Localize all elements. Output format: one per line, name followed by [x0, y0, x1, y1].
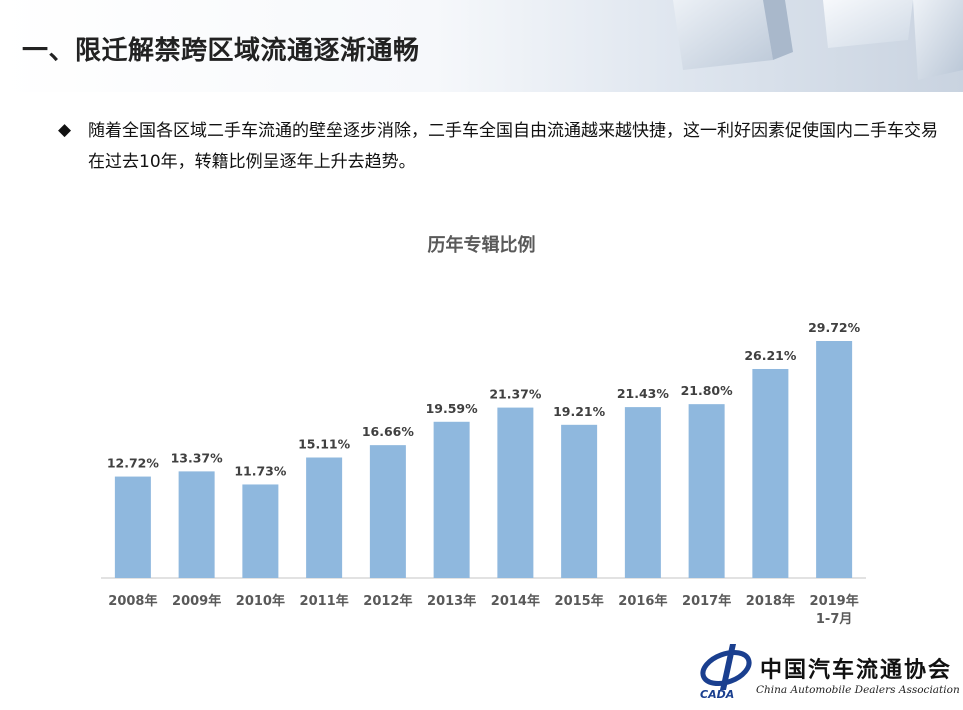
data-label-0: 12.72%: [107, 456, 160, 471]
x-tick-label-6: 2014年: [491, 593, 540, 609]
cada-logo: CADA 中国汽车流通协会 China Automobile Dealers A…: [696, 640, 960, 706]
bar-11: [816, 341, 853, 578]
x-tick-label-7: 2015年: [555, 593, 604, 609]
x-tick-label-11-1: 1-7月: [816, 612, 853, 627]
data-label-4: 16.66%: [362, 424, 415, 439]
bar-10: [752, 368, 789, 578]
bar-6: [497, 407, 534, 578]
logo-chinese-name: 中国汽车流通协会: [760, 657, 953, 683]
bullet-text: 随着全国各区域二手车流通的壁垒逐步消除，二手车全国自由流通越来越快捷，这一利好因…: [88, 121, 938, 172]
x-tick-label-11-0: 2019年: [810, 593, 859, 609]
data-label-11: 29.72%: [808, 320, 861, 335]
diamond-bullet-icon: ◆: [58, 120, 72, 140]
bar-5: [433, 421, 470, 578]
data-label-6: 21.37%: [489, 387, 542, 402]
x-tick-label-8: 2016年: [618, 593, 667, 609]
bar-3: [306, 457, 343, 578]
x-tick-label-2: 2010年: [236, 593, 285, 609]
bar-chart: 12.72% 2008年 13.37% 2009年 11.73% 2010年 15.11% 2…: [101, 320, 866, 627]
data-label-8: 21.43%: [617, 386, 670, 401]
bar-2: [242, 484, 279, 578]
logo-english-name: China Automobile Dealers Association: [756, 684, 960, 696]
logo-abbr: CADA: [700, 688, 734, 701]
bar-7: [561, 424, 598, 578]
page-title: 一、限迁解禁跨区域流通逐渐通畅: [22, 36, 420, 66]
x-tick-label-4: 2012年: [363, 593, 412, 609]
chart-title: 历年专辑比例: [427, 235, 536, 256]
bar-1: [178, 471, 215, 578]
bar-4: [369, 445, 406, 578]
data-label-10: 26.21%: [744, 348, 797, 363]
x-tick-label-0: 2008年: [108, 593, 157, 609]
x-tick-label-1: 2009年: [172, 593, 221, 609]
bar-0: [114, 476, 151, 578]
header-banner: 一、限迁解禁跨区域流通逐渐通畅: [0, 0, 963, 92]
cubes-decoration-icon: [673, 0, 963, 80]
x-tick-label-3: 2011年: [300, 593, 349, 609]
data-label-2: 11.73%: [234, 463, 287, 478]
data-label-5: 19.59%: [426, 401, 479, 416]
bar-8: [624, 407, 661, 578]
x-tick-label-5: 2013年: [427, 593, 476, 609]
x-tick-label-9: 2017年: [682, 593, 731, 609]
data-label-3: 15.11%: [298, 437, 351, 452]
data-label-9: 21.80%: [681, 383, 734, 398]
data-label-1: 13.37%: [171, 450, 224, 465]
x-tick-label-10: 2018年: [746, 593, 795, 609]
data-label-7: 19.21%: [553, 404, 606, 419]
cada-logo-icon: CADA: [700, 644, 752, 701]
bar-9: [688, 404, 725, 578]
